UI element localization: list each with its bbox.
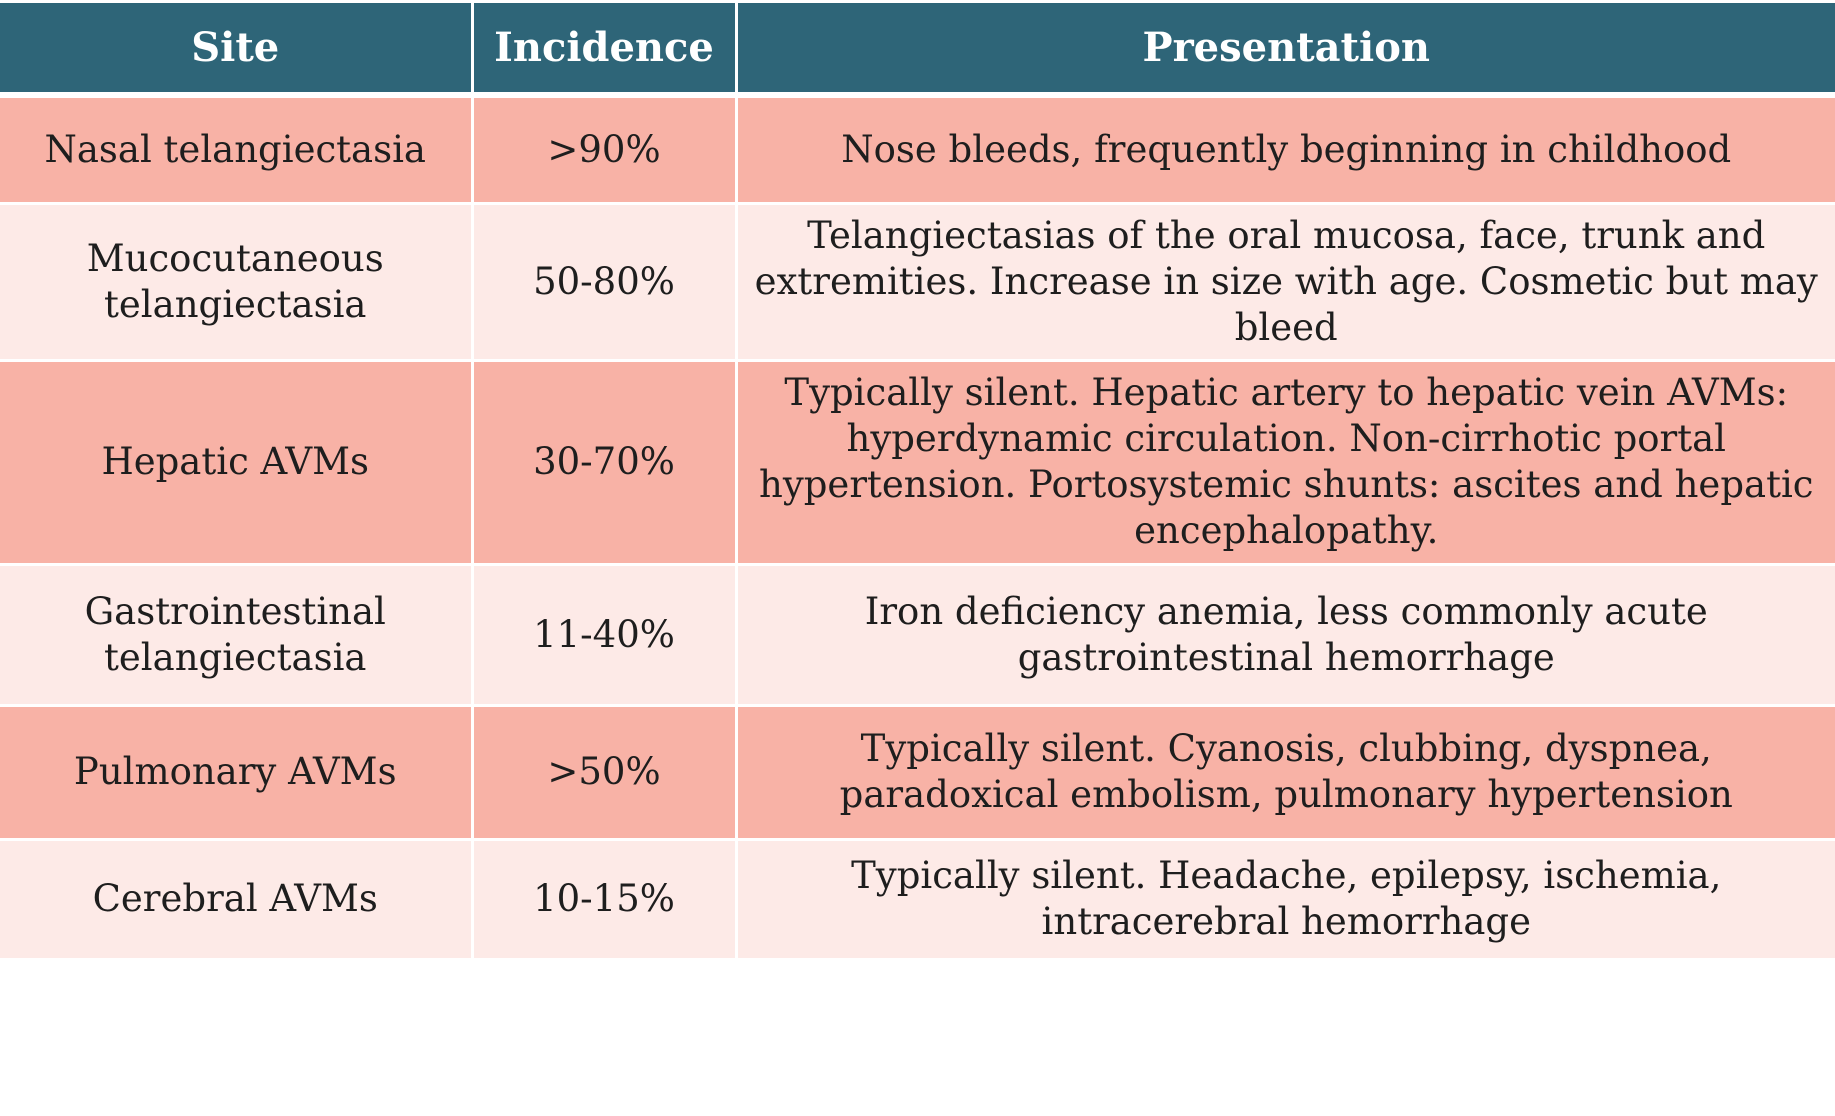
- table-row: Pulmonary AVMs >50% Typically silent. Cy…: [0, 705, 1835, 841]
- incidence-cell: >90%: [472, 95, 738, 205]
- site-cell: Gastrointestinal telangiectasia: [0, 564, 474, 707]
- header-site: Site: [0, 0, 474, 98]
- presentation-cell: Nose bleeds, frequently beginning in chi…: [736, 95, 1835, 205]
- header-row: Site Incidence Presentation: [0, 0, 1835, 98]
- incidence-cell: 11-40%: [472, 564, 738, 707]
- site-cell: Cerebral AVMs: [0, 839, 474, 961]
- table-header: Site Incidence Presentation: [0, 0, 1835, 98]
- hht-manifestations-table-wrapper: Site Incidence Presentation Nasal telang…: [0, 0, 1835, 961]
- presentation-cell: Iron deficiency anemia, less commonly ac…: [736, 564, 1835, 707]
- presentation-cell: Typically silent. Hepatic artery to hepa…: [736, 360, 1835, 566]
- incidence-cell: 50-80%: [472, 203, 738, 362]
- incidence-cell: 10-15%: [472, 839, 738, 961]
- hht-manifestations-table: Site Incidence Presentation Nasal telang…: [0, 0, 1835, 961]
- table-row: Cerebral AVMs 10-15% Typically silent. H…: [0, 839, 1835, 961]
- presentation-cell: Typically silent. Headache, epilepsy, is…: [736, 839, 1835, 961]
- presentation-cell: Typically silent. Cyanosis, clubbing, dy…: [736, 705, 1835, 841]
- header-incidence: Incidence: [472, 0, 738, 98]
- table-row: Nasal telangiectasia >90% Nose bleeds, f…: [0, 95, 1835, 205]
- table-row: Gastrointestinal telangiectasia 11-40% I…: [0, 564, 1835, 707]
- table-row: Hepatic AVMs 30-70% Typically silent. He…: [0, 360, 1835, 566]
- table-body: Nasal telangiectasia >90% Nose bleeds, f…: [0, 95, 1835, 961]
- incidence-cell: >50%: [472, 705, 738, 841]
- site-cell: Pulmonary AVMs: [0, 705, 474, 841]
- table-row: Mucocutaneous telangiectasia 50-80% Tela…: [0, 203, 1835, 362]
- presentation-cell: Telangiectasias of the oral mucosa, face…: [736, 203, 1835, 362]
- header-presentation: Presentation: [736, 0, 1835, 98]
- site-cell: Mucocutaneous telangiectasia: [0, 203, 474, 362]
- site-cell: Nasal telangiectasia: [0, 95, 474, 205]
- incidence-cell: 30-70%: [472, 360, 738, 566]
- site-cell: Hepatic AVMs: [0, 360, 474, 566]
